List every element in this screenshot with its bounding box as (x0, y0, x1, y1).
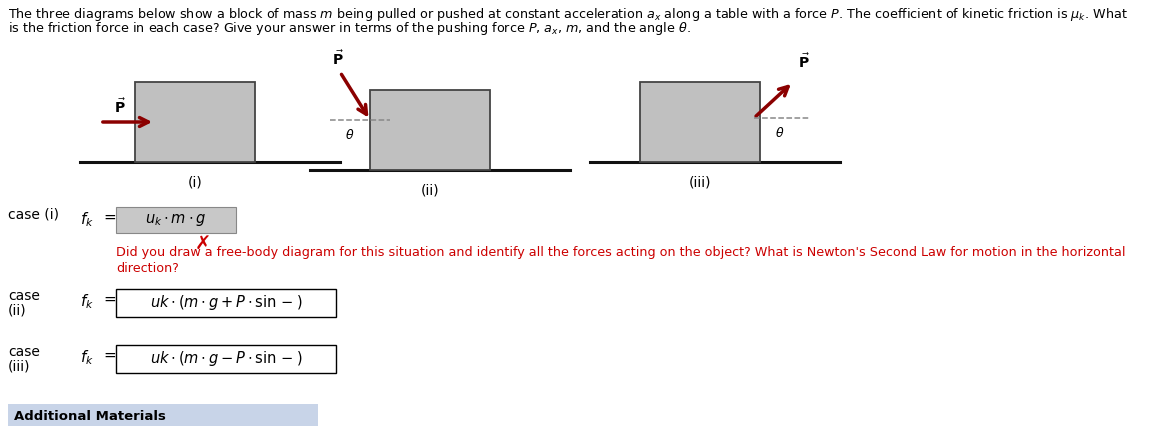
Text: =: = (103, 210, 116, 225)
Text: $uk \cdot (m \cdot g - P \cdot \sin -)$: $uk \cdot (m \cdot g - P \cdot \sin -)$ (150, 350, 302, 369)
Text: =: = (103, 292, 116, 307)
Text: $f_k$: $f_k$ (80, 210, 94, 229)
Text: (ii): (ii) (420, 183, 439, 197)
Text: =: = (103, 348, 116, 363)
Text: (ii): (ii) (8, 303, 27, 317)
Text: $\theta$: $\theta$ (345, 128, 355, 142)
Text: $uk \cdot (m \cdot g + P \cdot \sin -)$: $uk \cdot (m \cdot g + P \cdot \sin -)$ (150, 294, 302, 313)
Text: $f_k$: $f_k$ (80, 292, 94, 311)
Text: (iii): (iii) (8, 359, 31, 373)
Text: (iii): (iii) (689, 175, 711, 189)
Text: Did you draw a free-body diagram for this situation and identify all the forces : Did you draw a free-body diagram for thi… (116, 246, 1126, 259)
Text: direction?: direction? (116, 262, 178, 275)
Text: $f_k$: $f_k$ (80, 348, 94, 367)
Bar (640, 82, 760, 162)
Text: is the friction force in each case? Give your answer in terms of the pushing for: is the friction force in each case? Give… (8, 20, 690, 37)
Text: Additional Materials: Additional Materials (14, 409, 166, 423)
Text: ✗: ✗ (195, 235, 211, 254)
Text: case: case (8, 289, 40, 303)
Text: $\theta$: $\theta$ (775, 126, 784, 140)
Bar (135, 82, 255, 162)
Bar (370, 90, 490, 170)
Text: $\vec{\mathbf{P}}$: $\vec{\mathbf{P}}$ (114, 97, 126, 116)
Text: case: case (8, 345, 40, 359)
Bar (116, 207, 236, 233)
Text: case (i): case (i) (8, 207, 59, 221)
Text: (i): (i) (188, 175, 202, 189)
Text: $\vec{\mathbf{P}}$: $\vec{\mathbf{P}}$ (798, 52, 810, 71)
Bar (116, 345, 336, 373)
Text: $u_k \cdot m \cdot g$: $u_k \cdot m \cdot g$ (146, 212, 207, 228)
Text: $\vec{\mathbf{P}}$: $\vec{\mathbf{P}}$ (332, 49, 344, 68)
Bar (116, 289, 336, 317)
Text: The three diagrams below show a block of mass $m$ being pulled or pushed at cons: The three diagrams below show a block of… (8, 6, 1128, 23)
Bar (8, 404, 318, 426)
